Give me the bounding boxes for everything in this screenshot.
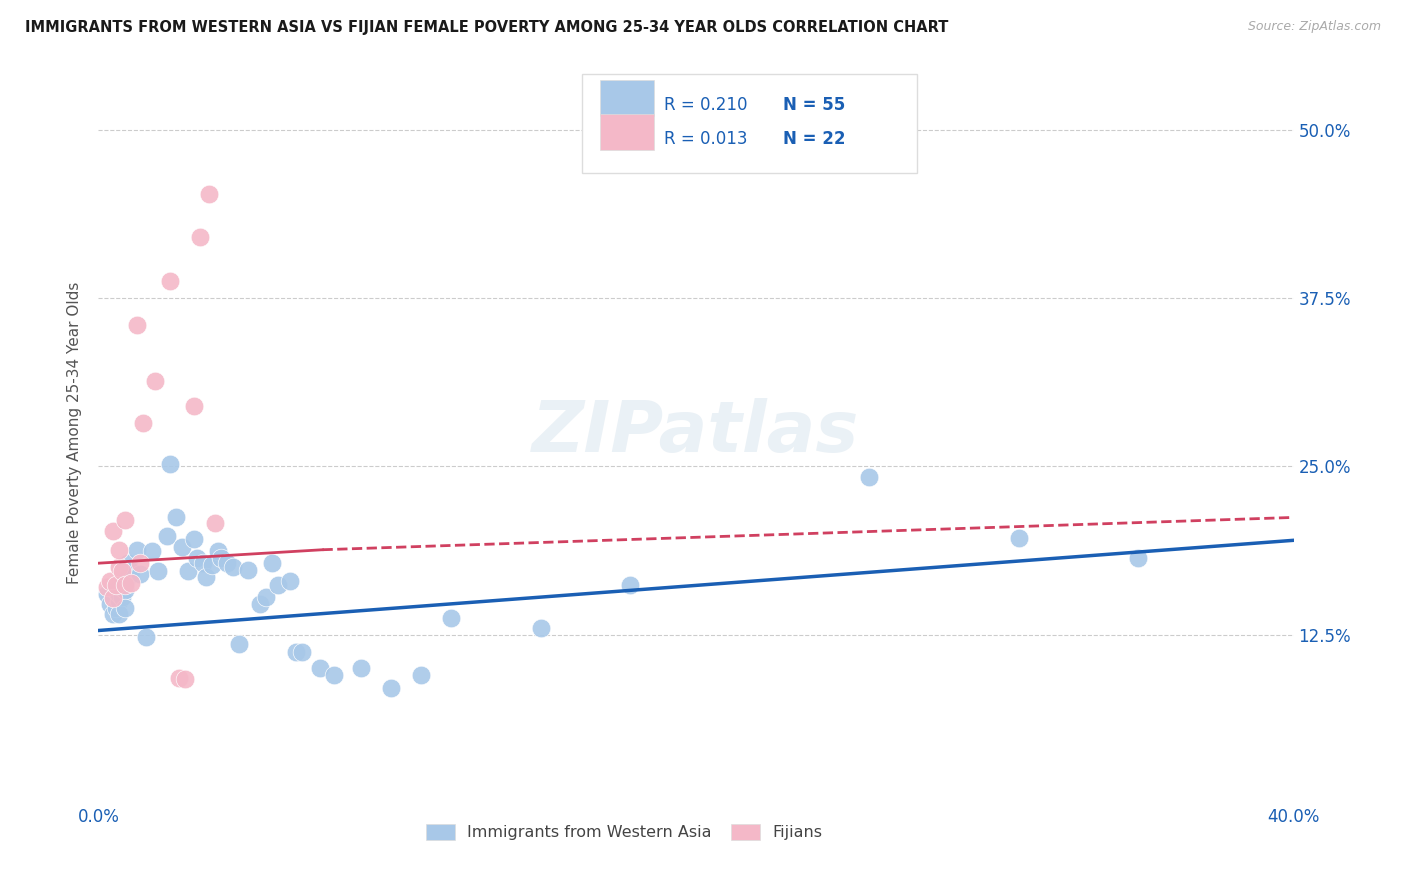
Point: [108, 560, 131, 574]
Point: [96, 587, 118, 601]
Point: [159, 273, 181, 287]
Point: [105, 600, 128, 615]
Point: [96, 581, 118, 595]
Point: [108, 607, 131, 622]
Y-axis label: Female Poverty Among 25-34 Year Olds: Female Poverty Among 25-34 Year Olds: [67, 282, 83, 583]
Point: [111, 564, 134, 578]
Point: [148, 564, 170, 578]
Point: [291, 645, 314, 659]
Text: R = 0.210: R = 0.210: [664, 95, 747, 114]
Point: [191, 556, 214, 570]
Point: [411, 668, 433, 682]
Point: [159, 457, 181, 471]
Point: [1128, 550, 1150, 565]
Point: [308, 661, 330, 675]
Point: [440, 611, 463, 625]
Legend: Immigrants from Western Asia, Fijians: Immigrants from Western Asia, Fijians: [419, 817, 830, 847]
Point: [195, 569, 218, 583]
Point: [117, 569, 139, 583]
Point: [215, 556, 238, 570]
Point: [129, 556, 152, 570]
Point: [103, 607, 125, 622]
Point: [183, 532, 205, 546]
FancyBboxPatch shape: [582, 73, 917, 173]
Point: [188, 230, 211, 244]
Point: [129, 566, 152, 581]
Point: [1008, 531, 1031, 545]
Point: [108, 594, 131, 608]
Point: [108, 587, 131, 601]
Point: [254, 590, 277, 604]
Point: [111, 590, 134, 604]
Point: [380, 681, 402, 696]
Point: [619, 578, 641, 592]
Text: Source: ZipAtlas.com: Source: ZipAtlas.com: [1247, 20, 1381, 33]
Point: [201, 558, 224, 572]
Text: R = 0.013: R = 0.013: [664, 130, 747, 148]
Point: [267, 578, 290, 592]
Point: [207, 544, 229, 558]
Point: [222, 560, 245, 574]
Point: [858, 470, 880, 484]
Point: [108, 542, 131, 557]
Point: [105, 584, 128, 599]
Point: [127, 318, 149, 332]
Point: [165, 510, 187, 524]
Point: [228, 637, 250, 651]
Point: [98, 597, 122, 611]
Point: [177, 564, 200, 578]
Text: IMMIGRANTS FROM WESTERN ASIA VS FIJIAN FEMALE POVERTY AMONG 25-34 YEAR OLDS CORR: IMMIGRANTS FROM WESTERN ASIA VS FIJIAN F…: [25, 20, 949, 35]
Point: [209, 550, 232, 565]
Point: [103, 524, 125, 538]
Point: [114, 578, 136, 592]
Point: [204, 516, 226, 530]
Point: [236, 563, 259, 577]
Point: [530, 621, 553, 635]
Text: N = 55: N = 55: [783, 95, 845, 114]
Point: [172, 540, 194, 554]
Point: [156, 529, 179, 543]
Point: [135, 630, 157, 644]
Text: ZIPatlas: ZIPatlas: [533, 398, 859, 467]
Point: [103, 591, 125, 606]
Point: [167, 671, 190, 685]
Point: [103, 591, 125, 606]
Point: [183, 399, 205, 413]
Point: [350, 661, 373, 675]
Point: [120, 576, 142, 591]
Point: [105, 578, 128, 592]
Point: [284, 645, 307, 659]
Point: [141, 544, 163, 558]
Point: [143, 375, 166, 389]
Point: [114, 600, 136, 615]
Point: [117, 556, 139, 570]
FancyBboxPatch shape: [600, 80, 654, 116]
Point: [260, 556, 283, 570]
Point: [114, 513, 136, 527]
Point: [127, 542, 149, 557]
Point: [249, 597, 271, 611]
Point: [174, 672, 197, 686]
Point: [323, 668, 346, 682]
Point: [111, 578, 134, 592]
Point: [132, 416, 155, 430]
Point: [186, 550, 208, 565]
FancyBboxPatch shape: [600, 114, 654, 150]
Point: [98, 574, 122, 588]
Point: [278, 574, 301, 588]
Point: [120, 564, 142, 578]
Text: N = 22: N = 22: [783, 130, 846, 148]
Point: [114, 583, 136, 598]
Point: [198, 187, 221, 202]
